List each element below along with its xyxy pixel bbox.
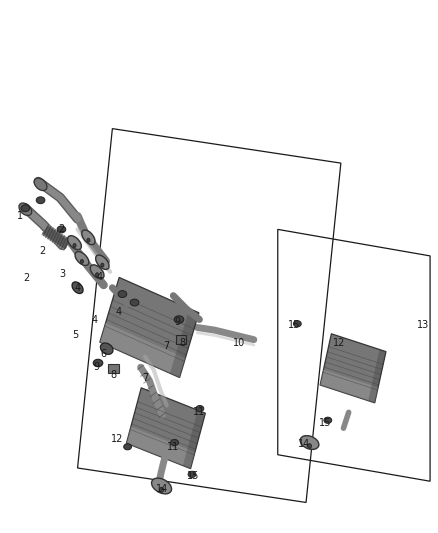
Text: 5: 5 (72, 330, 78, 341)
Bar (109, 364, 119, 373)
Ellipse shape (100, 343, 113, 354)
Text: 15: 15 (288, 320, 300, 330)
Text: 8: 8 (179, 338, 185, 349)
Ellipse shape (72, 282, 83, 294)
Text: 3: 3 (59, 270, 65, 279)
Ellipse shape (188, 471, 196, 478)
Polygon shape (100, 323, 185, 377)
Text: 15: 15 (187, 471, 199, 481)
Text: 14: 14 (156, 484, 169, 494)
Ellipse shape (36, 197, 45, 204)
Ellipse shape (196, 406, 204, 411)
Text: 4: 4 (74, 282, 81, 293)
Polygon shape (183, 410, 205, 469)
Ellipse shape (67, 236, 81, 249)
Text: 12: 12 (332, 338, 345, 349)
Ellipse shape (57, 226, 66, 233)
Text: 2: 2 (58, 224, 64, 235)
Ellipse shape (174, 316, 184, 323)
Polygon shape (368, 350, 386, 403)
Text: 12: 12 (110, 434, 123, 444)
Ellipse shape (73, 244, 76, 247)
Ellipse shape (82, 230, 95, 245)
Ellipse shape (87, 238, 90, 242)
Text: 8: 8 (111, 370, 117, 380)
Ellipse shape (293, 321, 301, 327)
Ellipse shape (75, 252, 89, 265)
Ellipse shape (307, 443, 311, 448)
Ellipse shape (118, 290, 127, 297)
Text: 11: 11 (167, 442, 180, 452)
Ellipse shape (90, 265, 104, 279)
Text: 13: 13 (417, 320, 429, 330)
Text: 14: 14 (298, 439, 310, 449)
Polygon shape (320, 369, 378, 403)
Ellipse shape (19, 203, 32, 215)
Ellipse shape (300, 435, 319, 449)
Text: 4: 4 (116, 306, 122, 317)
Text: 10: 10 (233, 338, 245, 349)
Ellipse shape (93, 359, 103, 367)
Ellipse shape (324, 417, 332, 423)
Polygon shape (100, 277, 199, 377)
Ellipse shape (21, 205, 30, 212)
Ellipse shape (171, 439, 179, 446)
Ellipse shape (95, 273, 99, 277)
Text: 2: 2 (39, 246, 46, 256)
Text: 4: 4 (92, 314, 98, 325)
Ellipse shape (159, 487, 164, 492)
Text: 4: 4 (96, 272, 102, 282)
Ellipse shape (80, 260, 84, 263)
Ellipse shape (34, 178, 47, 191)
Ellipse shape (130, 299, 139, 306)
Text: 1: 1 (17, 211, 23, 221)
Polygon shape (320, 334, 386, 403)
Bar (176, 335, 186, 344)
Ellipse shape (124, 443, 131, 450)
Text: 11: 11 (193, 407, 205, 417)
Text: 7: 7 (142, 373, 148, 383)
Text: 2: 2 (24, 273, 30, 283)
Ellipse shape (152, 478, 172, 494)
Text: 9: 9 (175, 317, 181, 327)
Ellipse shape (95, 255, 109, 270)
Text: 6: 6 (101, 349, 107, 359)
Polygon shape (127, 426, 195, 469)
Polygon shape (170, 309, 199, 377)
Text: 9: 9 (93, 362, 99, 372)
Text: 15: 15 (319, 418, 332, 428)
Ellipse shape (101, 263, 104, 267)
Polygon shape (127, 388, 205, 469)
Text: 7: 7 (164, 341, 170, 351)
